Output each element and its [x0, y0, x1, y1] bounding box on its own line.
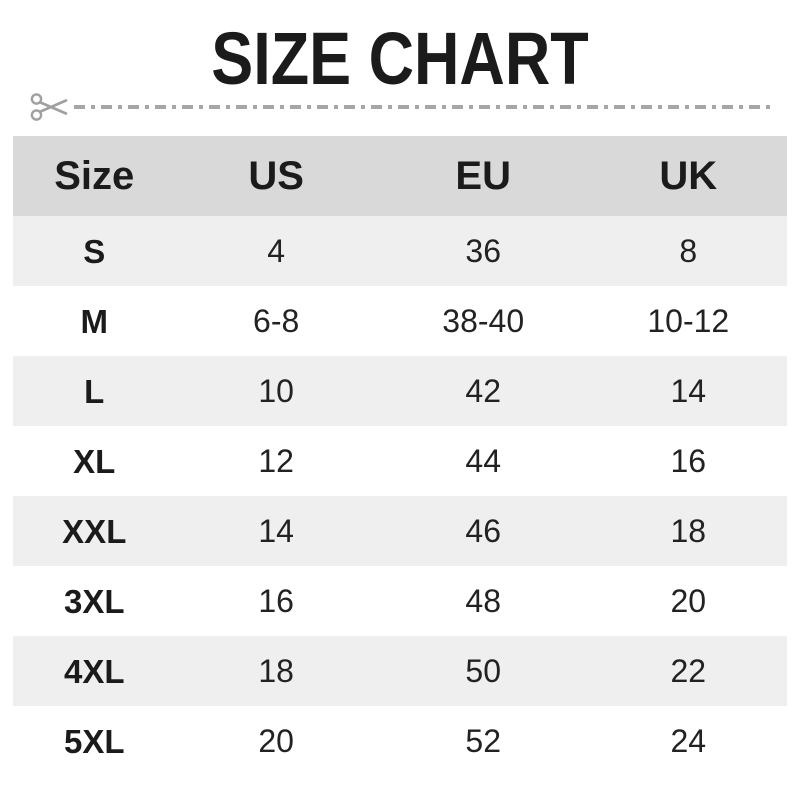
table-header-row: Size US EU UK — [13, 136, 787, 216]
row-us-value: 20 — [258, 723, 294, 759]
row-eu-value: 36 — [465, 233, 501, 269]
row-size-label: 5XL — [64, 722, 125, 760]
row-us-value: 16 — [258, 583, 294, 619]
row-eu-value: 48 — [465, 583, 501, 619]
row-us-value: 6-8 — [253, 303, 300, 339]
row-uk-value: 8 — [679, 233, 698, 269]
scissors-icon — [30, 93, 68, 121]
row-us-value: 18 — [258, 653, 294, 689]
page-title: SIZE CHART — [211, 17, 589, 100]
size-table: Size US EU UK S 4 36 8 M 6-8 38-40 10-12… — [13, 136, 787, 776]
row-uk-value: 14 — [670, 373, 707, 409]
row-eu-value: 52 — [465, 723, 501, 759]
dashed-cut-rule — [74, 105, 775, 109]
row-uk-value: 16 — [670, 443, 707, 479]
row-uk-value: 24 — [670, 723, 707, 759]
table-row: 5XL 20 52 24 — [13, 706, 787, 776]
row-uk-value: 10-12 — [647, 303, 730, 339]
row-eu-value: 46 — [465, 513, 501, 549]
table-row: S 4 36 8 — [13, 216, 787, 286]
table-row: 3XL 16 48 20 — [13, 566, 787, 636]
row-size-label: 3XL — [64, 582, 125, 620]
row-size-label: M — [80, 302, 109, 340]
table-row: L 10 42 14 — [13, 356, 787, 426]
row-us-value: 4 — [267, 233, 286, 269]
row-eu-value: 50 — [465, 653, 501, 689]
row-us-value: 14 — [258, 513, 294, 549]
row-us-value: 10 — [258, 373, 294, 409]
table-row: XL 12 44 16 — [13, 426, 787, 496]
cut-line — [30, 90, 775, 124]
row-size-label: S — [83, 232, 106, 270]
row-size-label: XL — [73, 442, 116, 480]
table-row: M 6-8 38-40 10-12 — [13, 286, 787, 356]
row-uk-value: 22 — [670, 653, 707, 689]
header-size: Size — [54, 154, 135, 198]
header-uk: UK — [659, 154, 718, 198]
table-row: XXL 14 46 18 — [13, 496, 787, 566]
row-uk-value: 20 — [670, 583, 707, 619]
row-uk-value: 18 — [670, 513, 707, 549]
row-eu-value: 44 — [465, 443, 501, 479]
table-row: 4XL 18 50 22 — [13, 636, 787, 706]
page-title-wrap: SIZE CHART — [0, 0, 800, 96]
header-eu: EU — [455, 154, 511, 198]
row-eu-value: 42 — [465, 373, 501, 409]
row-size-label: 4XL — [64, 652, 125, 690]
row-size-label: L — [84, 372, 105, 410]
row-us-value: 12 — [258, 443, 294, 479]
row-eu-value: 38-40 — [442, 303, 525, 339]
row-size-label: XXL — [62, 512, 127, 550]
header-us: US — [248, 154, 304, 198]
